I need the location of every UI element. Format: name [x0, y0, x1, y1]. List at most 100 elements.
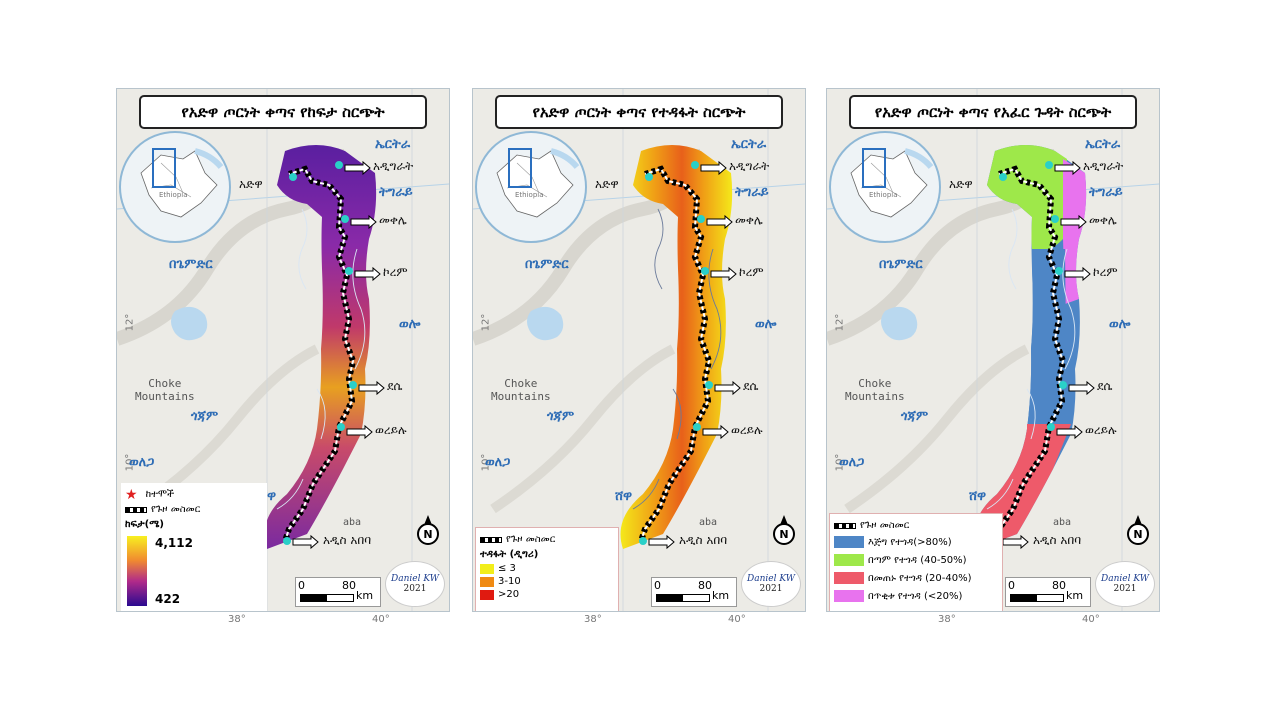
terrain-label-aba: aba — [1053, 517, 1072, 528]
inset-focus-box — [862, 148, 886, 188]
city-marker-woreilu — [337, 423, 345, 431]
lat-label-12: 12° — [834, 313, 846, 332]
city-marker-adwa — [645, 173, 653, 181]
river-line — [352, 248, 366, 370]
map-title: የአድዋ ጦርነት ቀጣና የአፈር ጉዳት ስርጭት — [849, 95, 1137, 129]
city-marker-adwa — [999, 173, 1007, 181]
region-label-wollega: ወለጋ — [129, 455, 155, 470]
city-label-korem: ኮረም — [383, 265, 408, 279]
legend-swatch — [480, 563, 494, 574]
region-label-gojjam: ጎጃም — [547, 409, 575, 424]
soil-damage-zone — [1063, 159, 1087, 304]
legend-elev-title: ከፍታ(ሜ) — [125, 519, 164, 530]
city-label-adigrat: አዲግራት — [729, 159, 770, 173]
region-label-wollega: ወለጋ — [839, 455, 865, 470]
city-marker-korem — [345, 267, 353, 275]
region-label-wollo: ወሎ — [755, 317, 777, 332]
terrain-label-choke: Choke Mountains — [845, 377, 905, 403]
legend-swatch — [834, 554, 864, 566]
author-credit: Daniel KW 2021 — [385, 561, 445, 607]
lon-label-40-p0: 40° — [372, 614, 390, 625]
svg-text:Ethiopia: Ethiopia — [515, 191, 544, 199]
river-line — [298, 208, 308, 290]
city-label-woreilu: ወረይሉ — [731, 423, 763, 437]
river-line — [1062, 248, 1076, 370]
region-label-tigray: ትግራይ — [1089, 185, 1123, 200]
inset-focus-box — [508, 148, 532, 188]
lon-label-38-p0: 38° — [228, 614, 246, 625]
lon-label-38-p2: 38° — [938, 614, 956, 625]
city-marker-korem — [701, 267, 709, 275]
region-label-gondar: በጌምድር — [879, 257, 923, 272]
lat-label-12: 12° — [480, 313, 492, 332]
elevation-map-panel: የአድዋ ጦርነት ቀጣና የከፍታ ስርጭት Ethiopia ኤርትራ ትግ… — [116, 88, 450, 612]
legend-class-label: በጥቂቱ የተጎዳ (<20%) — [868, 590, 963, 602]
region-label-eritrea: ኤርትራ — [731, 137, 767, 152]
svg-text:N: N — [423, 528, 432, 541]
region-label-shewa: ሸዋ — [969, 489, 987, 504]
city-label-addis: አዲስ አበባ — [1033, 533, 1082, 547]
author-credit: Daniel KW 2021 — [741, 561, 801, 607]
lake-tana — [171, 306, 208, 341]
map-title: የአድዋ ጦርነት ቀጣና የተዳፋት ስርጭት — [495, 95, 783, 129]
city-marker-adigrat — [335, 161, 343, 169]
city-marker-mekelle — [341, 215, 349, 223]
ethiopia-inset-map: Ethiopia — [829, 131, 941, 243]
city-marker-addis — [283, 537, 291, 545]
city-marker-mekelle — [697, 215, 705, 223]
city-label-adigrat: አዲግራት — [1083, 159, 1124, 173]
city-label-dessie: ደሴ — [743, 379, 759, 393]
city-marker-addis — [639, 537, 647, 545]
north-arrow-icon: N — [771, 515, 797, 549]
route-line — [992, 165, 1067, 542]
city-marker-adwa — [289, 173, 297, 181]
legend-cities-label: ከተሞች — [145, 489, 175, 500]
city-label-woreilu: ወረይሉ — [375, 423, 407, 437]
region-label-gondar: በጌምድር — [525, 257, 569, 272]
legend-swatch — [480, 589, 494, 600]
terrain-label-choke: Choke Mountains — [135, 377, 195, 403]
region-label-gondar: በጌምድር — [169, 257, 213, 272]
soil-damage-zone — [1027, 249, 1067, 429]
city-marker-adigrat — [691, 161, 699, 169]
svg-text:Ethiopia: Ethiopia — [159, 191, 188, 199]
elevation-color-ramp — [127, 536, 147, 606]
legend-class-label: በጣም የተጎዳ (40-50%) — [868, 554, 967, 566]
city-marker-dessie — [349, 381, 357, 389]
slope-map-panel: የአድዋ ጦርነት ቀጣና የተዳፋት ስርጭት Ethiopia ኤርትራ ት… — [472, 88, 806, 612]
city-marker-adigrat — [1045, 161, 1053, 169]
scale-bar: 0 80 km — [1005, 577, 1091, 607]
legend-elev-min: 422 — [155, 592, 181, 606]
city-marker-dessie — [1059, 381, 1067, 389]
legend-swatch — [834, 536, 864, 548]
legend-route-label: የጉዞ መስመር — [151, 504, 201, 515]
region-label-gojjam: ጎጃም — [901, 409, 929, 424]
lake-tana — [527, 306, 564, 341]
region-label-shewa: ሸዋ — [615, 489, 633, 504]
city-label-mekelle: መቀሌ — [1089, 213, 1117, 227]
city-marker-woreilu — [693, 423, 701, 431]
city-label-mekelle: መቀሌ — [379, 213, 407, 227]
city-label-korem: ኮረም — [739, 265, 764, 279]
region-label-wollo: ወሎ — [399, 317, 421, 332]
city-label-adwa: አድዋ — [239, 177, 263, 191]
legend-slope-title: ተዳፋት (ዲግሪ) — [480, 549, 539, 560]
ethiopia-inset-map: Ethiopia — [475, 131, 587, 243]
river-line — [1008, 208, 1018, 290]
route-line — [282, 165, 357, 542]
region-label-gojjam: ጎጃም — [191, 409, 219, 424]
lake-tana — [881, 306, 918, 341]
river-line — [276, 478, 304, 510]
map-legend: የጉዞ መስመር ተዳፋት (ዲግሪ) ≤ 3 3-10 >20 — [475, 527, 619, 611]
svg-text:N: N — [779, 528, 788, 541]
terrain-label-choke: Choke Mountains — [491, 377, 551, 403]
map-legend: የጉዞ መስመር እጅግ የተጎዳ(>80%) በጣም የተጎዳ (40-50%) በ… — [829, 513, 1003, 611]
river-line — [672, 388, 682, 440]
star-icon: ★ — [125, 486, 138, 503]
city-label-addis: አዲስ አበባ — [679, 533, 728, 547]
legend-elev-max: 4,112 — [155, 536, 193, 550]
map-legend: ★ ከተሞች የጉዞ መስመር ከፍታ(ሜ) 4,112 422 — [121, 483, 267, 611]
legend-swatch — [834, 572, 864, 584]
terrain-label-aba: aba — [699, 517, 718, 528]
region-label-wollega: ወለጋ — [485, 455, 511, 470]
